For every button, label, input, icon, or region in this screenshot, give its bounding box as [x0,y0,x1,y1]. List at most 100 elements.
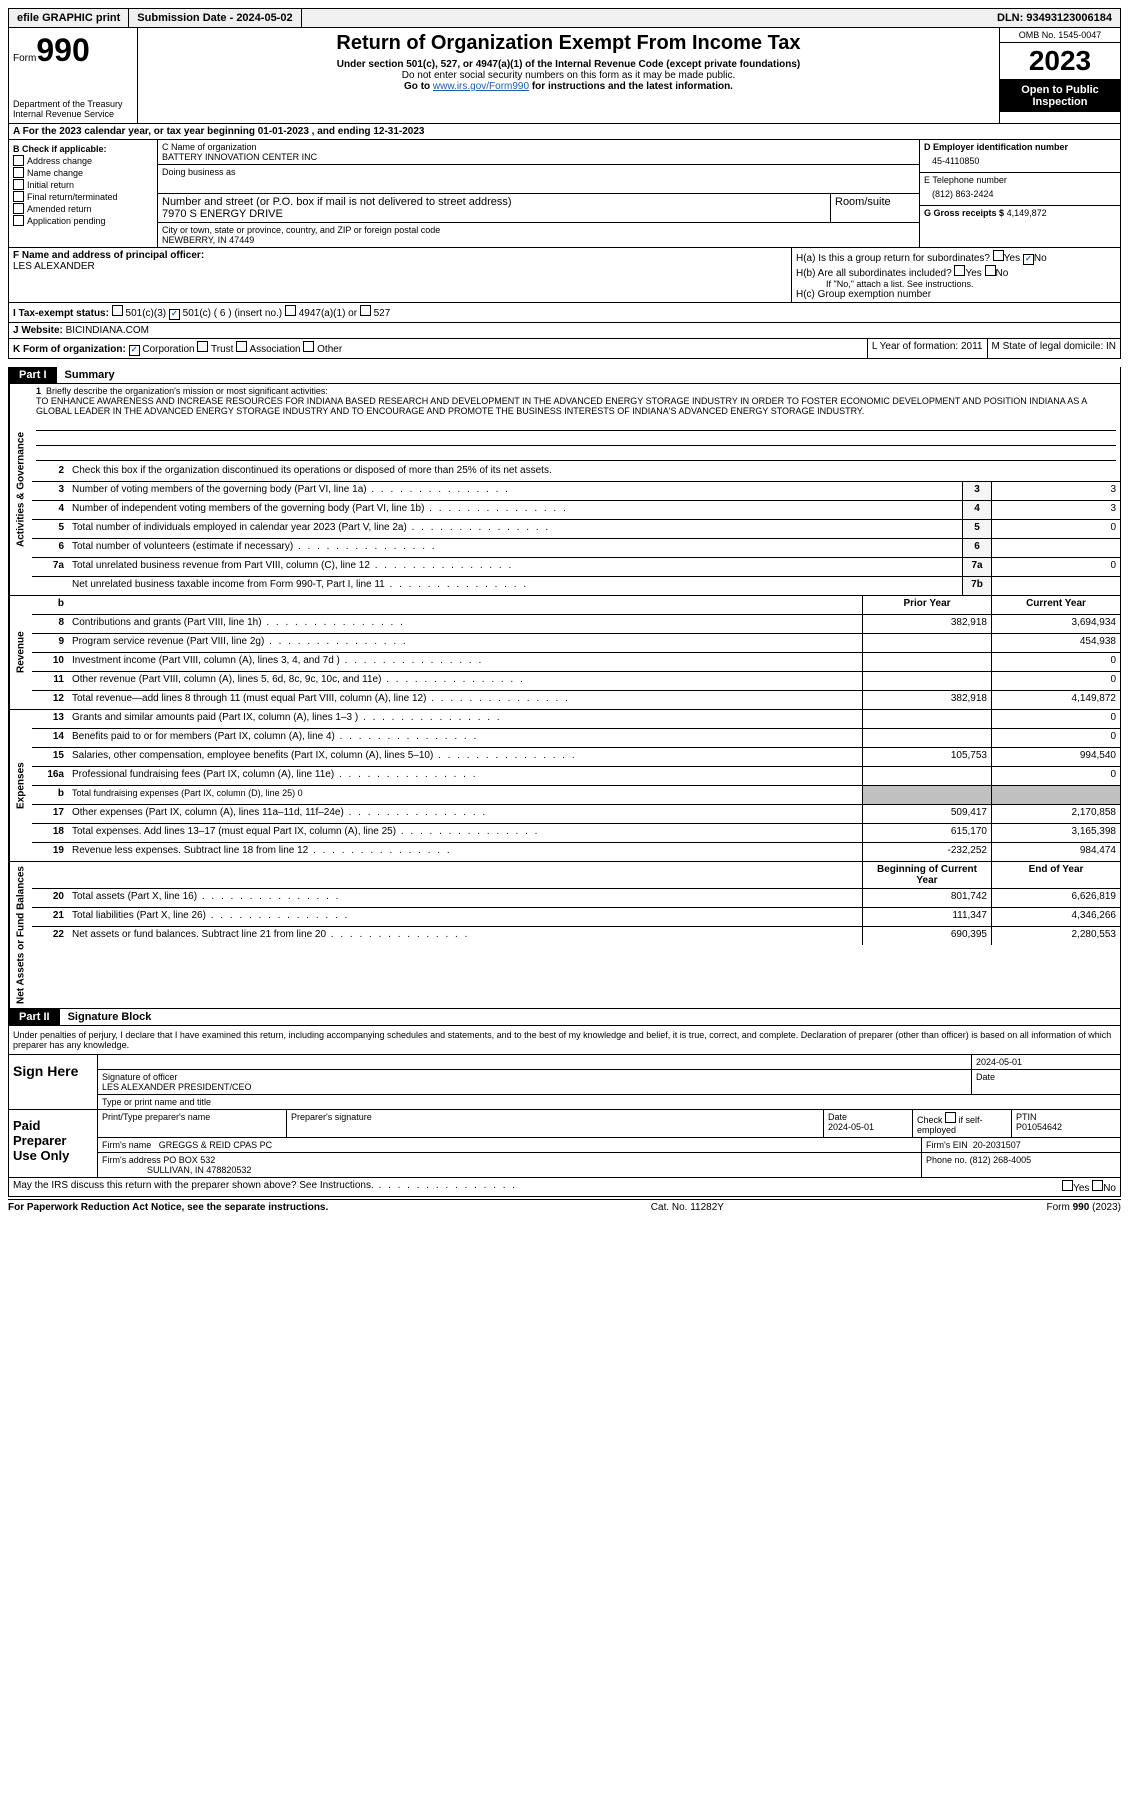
gross-label: G Gross receipts $ [924,208,1004,218]
form-number: 990 [36,32,89,68]
m-state: M State of legal domicile: IN [988,339,1121,358]
self-emp-cell: Check if self-employed [913,1110,1012,1137]
checkbox-icon[interactable] [197,341,208,352]
discuss-yn: Yes No [1058,1178,1120,1196]
firm-ein: 20-2031507 [973,1140,1021,1150]
checkbox-icon[interactable] [945,1112,956,1123]
paid-content: Print/Type preparer's name Preparer's si… [98,1110,1120,1177]
line-box: 4 [962,501,991,519]
b-header: B Check if applicable: [13,144,107,154]
sig-officer-name: Signature of officer LES ALEXANDER PRESI… [98,1070,972,1094]
tab-net-assets: Net Assets or Fund Balances [9,862,32,1008]
checkbox-icon[interactable] [1023,254,1034,265]
cb-final-return: Final return/terminated [13,191,153,202]
line-desc: Total expenses. Add lines 13–17 (must eq… [68,824,862,842]
begin-year-header: Beginning of Current Year [862,862,991,888]
checkbox-icon[interactable] [13,203,24,214]
line-num: 11 [32,672,68,690]
firm-addr-cell: Firm's address PO BOX 532 SULLIVAN, IN 4… [98,1153,922,1177]
line-box: 5 [962,520,991,538]
checkbox-icon[interactable] [1092,1180,1103,1191]
line-desc: Total revenue—add lines 8 through 11 (mu… [68,691,862,709]
line-desc: Program service revenue (Part VIII, line… [68,634,862,652]
line-num: 3 [32,482,68,500]
no-label: No [1034,253,1047,264]
city-value: NEWBERRY, IN 47449 [162,235,915,245]
current-val: 2,170,858 [991,805,1120,823]
form-label: Form [13,53,36,64]
net-assets-section: Net Assets or Fund Balances Beginning of… [8,862,1121,1009]
checkbox-icon[interactable] [360,305,371,316]
cb-address-change: Address change [13,155,153,166]
checkbox-icon[interactable] [13,179,24,190]
line-val [991,577,1120,595]
phone-value: (812) 863-2424 [924,185,1116,203]
sig-line-1: 2024-05-01 [98,1055,1120,1070]
current-val: 2,280,553 [991,927,1120,945]
firm-ein-label: Firm's EIN [926,1140,968,1150]
checkbox-icon[interactable] [236,341,247,352]
table-row: 9 Program service revenue (Part VIII, li… [32,634,1120,653]
cb-label: Name change [27,168,83,178]
table-row: 4 Number of independent voting members o… [32,501,1120,520]
checkbox-icon[interactable] [993,250,1004,261]
signature-block: Under penalties of perjury, I declare th… [8,1026,1121,1178]
discuss-q: May the IRS discuss this return with the… [13,1180,374,1191]
table-row: 18 Total expenses. Add lines 13–17 (must… [32,824,1120,843]
table-row: 14 Benefits paid to or for members (Part… [32,729,1120,748]
col-header-row: b Prior Year Current Year [32,596,1120,615]
checkbox-icon[interactable] [1062,1180,1073,1191]
checkbox-icon[interactable] [13,215,24,226]
blank [68,862,862,888]
hb-row: H(b) Are all subordinates included? Yes … [796,265,1116,279]
discuss-row: May the IRS discuss this return with the… [8,1178,1121,1197]
table-row: 13 Grants and similar amounts paid (Part… [32,710,1120,729]
line-num: 20 [32,889,68,907]
form-title: Return of Organization Exempt From Incom… [142,32,995,55]
cb-label: Application pending [27,216,106,226]
checkbox-icon[interactable] [13,191,24,202]
officer-name: LES ALEXANDER [13,261,95,272]
tab-activities: Activities & Governance [9,384,32,595]
note2-post: for instructions and the latest informat… [529,81,733,92]
table-row: 15 Salaries, other compensation, employe… [32,748,1120,767]
tab-revenue: Revenue [9,596,32,709]
dln: DLN: 93493123006184 [989,9,1120,27]
checkbox-icon[interactable] [169,309,180,320]
sign-content: 2024-05-01 Signature of officer LES ALEX… [98,1055,1120,1109]
table-row: 20 Total assets (Part X, line 16) 801,74… [32,889,1120,908]
line-num: 6 [32,539,68,557]
line-box: 6 [962,539,991,557]
tax-year: 2023 [1000,43,1120,80]
line-desc: Professional fundraising fees (Part IX, … [68,767,862,785]
line-desc: Number of independent voting members of … [68,501,962,519]
checkbox-icon[interactable] [303,341,314,352]
checkbox-icon[interactable] [13,167,24,178]
line-desc: Grants and similar amounts paid (Part IX… [68,710,862,728]
revenue-section: Revenue b Prior Year Current Year 8 Cont… [8,596,1121,710]
checkbox-icon[interactable] [285,305,296,316]
checkbox-icon[interactable] [129,345,140,356]
current-val: 3,165,398 [991,824,1120,842]
line-desc: Investment income (Part VIII, column (A)… [68,653,862,671]
current-val: 994,540 [991,748,1120,766]
end-year-header: End of Year [991,862,1120,888]
line-num: 15 [32,748,68,766]
checkbox-icon[interactable] [954,265,965,276]
instructions-link[interactable]: www.irs.gov/Form990 [433,81,529,92]
checkbox-icon[interactable] [13,155,24,166]
k-assoc: Association [249,344,300,355]
sign-here-row: Sign Here 2024-05-01 Signature of office… [9,1054,1120,1109]
part2-title: Signature Block [60,1009,160,1025]
officer-value: LES ALEXANDER PRESIDENT/CEO [102,1082,252,1092]
firm-addr1: PO BOX 532 [163,1155,215,1165]
line-desc: Other expenses (Part IX, column (A), lin… [68,805,862,823]
prior-val: 382,918 [862,691,991,709]
line-num: 9 [32,634,68,652]
ein-label: D Employer identification number [924,142,1068,152]
checkbox-icon[interactable] [112,305,123,316]
checkbox-icon[interactable] [985,265,996,276]
line-desc: Net assets or fund balances. Subtract li… [68,927,862,945]
cb-pending: Application pending [13,215,153,226]
line-desc: Net unrelated business taxable income fr… [68,577,962,595]
